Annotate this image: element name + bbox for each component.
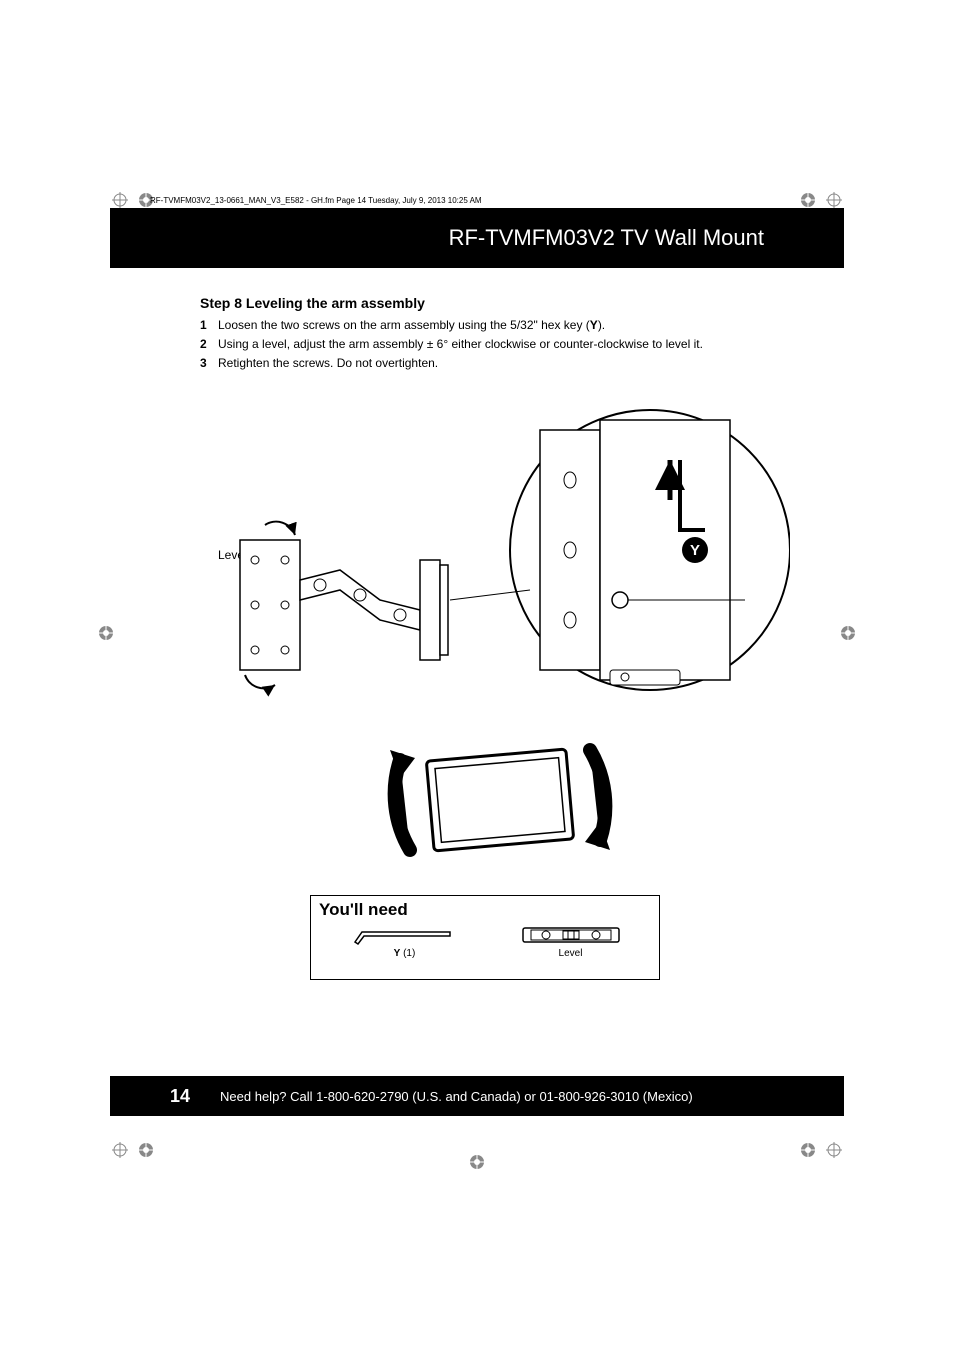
footer-bar: 14 Need help? Call 1-800-620-2790 (U.S. …	[110, 1076, 844, 1116]
youll-need-items: Y (1) Level	[311, 922, 659, 961]
page-container: RF-TVMFM03V2_13-0661_MAN_V3_E582 - GH.fm…	[0, 0, 954, 1350]
svg-text:Y: Y	[690, 542, 700, 559]
step-item: 1 Loosen the two screws on the arm assem…	[200, 317, 804, 334]
step-list: 1 Loosen the two screws on the arm assem…	[200, 317, 804, 371]
step-text: Loosen the two screws on the arm assembl…	[218, 317, 804, 334]
wall-mount-diagram-icon: Y	[230, 390, 790, 730]
youll-need-box: You'll need Y (1)	[310, 895, 660, 980]
reg-mark-icon	[138, 1142, 154, 1158]
title-bar: RF-TVMFM03V2 TV Wall Mount	[110, 208, 844, 268]
title-text: RF-TVMFM03V2 TV Wall Mount	[449, 225, 764, 251]
need-item-label: Y (1)	[394, 948, 416, 959]
header-stamp: RF-TVMFM03V2_13-0661_MAN_V3_E582 - GH.fm…	[150, 196, 482, 205]
reg-mark-icon	[112, 192, 128, 208]
reg-mark-icon	[469, 1154, 485, 1170]
step-number: 2	[200, 336, 218, 353]
step-number: 3	[200, 355, 218, 372]
hex-key-icon	[350, 924, 460, 946]
content-area: Step 8 Leveling the arm assembly 1 Loose…	[200, 295, 804, 373]
step-item: 2 Using a level, adjust the arm assembly…	[200, 336, 804, 353]
step-text: Using a level, adjust the arm assembly ±…	[218, 336, 804, 353]
reg-mark-icon	[98, 625, 114, 641]
footer-text: Need help? Call 1-800-620-2790 (U.S. and…	[220, 1089, 693, 1104]
reg-mark-icon	[840, 625, 856, 641]
step-text: Retighten the screws. Do not overtighten…	[218, 355, 804, 372]
reg-mark-icon	[800, 1142, 816, 1158]
need-item-hexkey: Y (1)	[350, 924, 460, 959]
reg-mark-icon	[112, 1142, 128, 1158]
step-heading: Step 8 Leveling the arm assembly	[200, 295, 804, 311]
level-icon	[521, 924, 621, 946]
need-item-label: Level	[559, 948, 583, 959]
reg-mark-icon	[800, 192, 816, 208]
step-item: 3 Retighten the screws. Do not overtight…	[200, 355, 804, 372]
reg-mark-icon	[826, 192, 842, 208]
youll-need-heading: You'll need	[311, 896, 659, 922]
rotation-diagram-icon	[360, 720, 640, 880]
need-item-level: Level	[521, 924, 621, 959]
reg-mark-icon	[826, 1142, 842, 1158]
page-number: 14	[170, 1086, 190, 1107]
step-number: 1	[200, 317, 218, 334]
